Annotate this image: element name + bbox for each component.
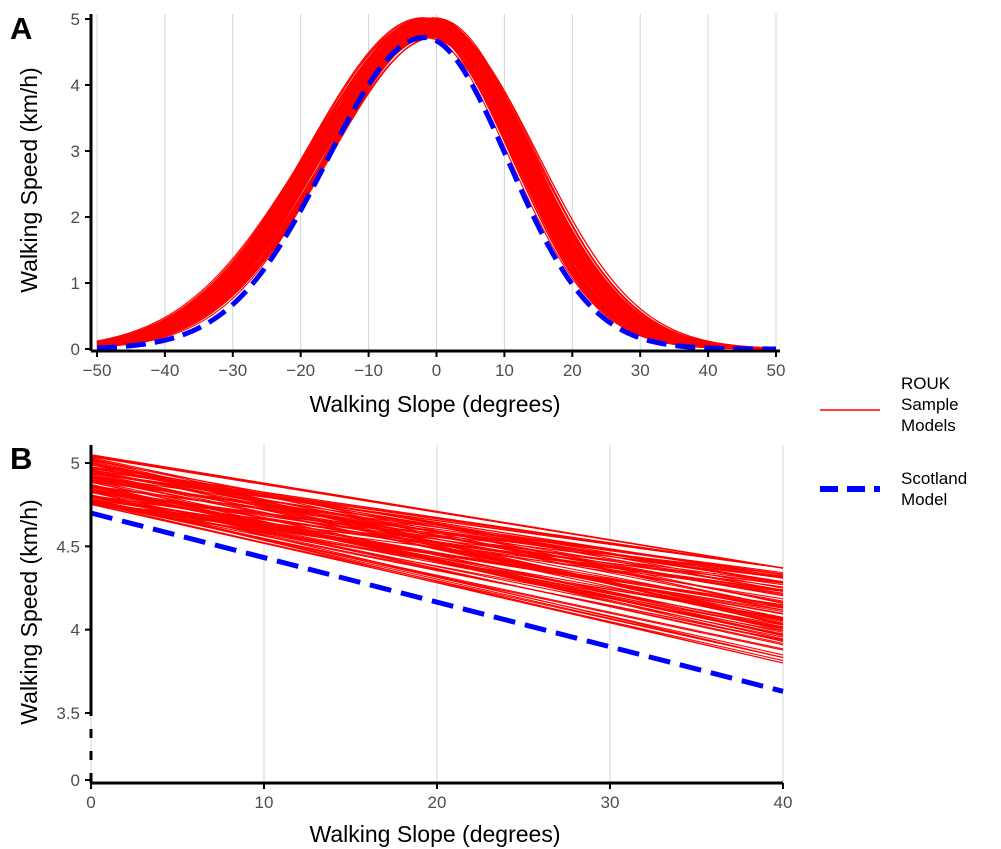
panel-a-y-tick-label: 5 (71, 10, 80, 29)
panel-a: −50 −40 −30 −20 −10 0 10 20 30 40 50 0 1 2 3 4 5 Walking… (10, 10, 785, 417)
panel-b-rouk-sample-line (90, 472, 784, 569)
panel-b: 0 10 20 30 40 0 3.5 4 4.5 5 Walking Slope (degree… (10, 441, 792, 847)
panel-b-rouk-sample-line (90, 495, 784, 613)
panel-b-x-tick-label: 20 (428, 793, 447, 812)
legend: ROUK Sample Models Scotland Model (820, 374, 972, 509)
panel-b-rouk-sample-line (90, 500, 784, 641)
panel-b-x-tick-label: 0 (86, 793, 95, 812)
panel-b-y-tick-label: 4.5 (56, 537, 80, 556)
panel-a-x-tick-label: −40 (150, 361, 179, 380)
panel-b-rouk-sample-line (90, 500, 784, 659)
panel-a-x-tick-label: 30 (631, 361, 650, 380)
panel-a-x-tick-label: −20 (286, 361, 315, 380)
panel-a-rouk-sample-curve (96, 23, 777, 350)
panel-b-rouk-sample-line (90, 454, 784, 569)
panel-a-x-tick-label: −30 (218, 361, 247, 380)
panel-b-rouk-sample-line (90, 468, 784, 623)
panel-a-y-tick-label: 2 (71, 208, 80, 227)
panel-a-y-tick-label: 0 (71, 340, 80, 359)
panel-b-rouk-sample-line (90, 500, 784, 650)
panel-b-rouk-sample-line (90, 489, 784, 586)
panel-a-y-tick-label: 3 (71, 142, 80, 161)
panel-a-x-tick-label: 50 (767, 361, 786, 380)
panel-a-scotland-curve (96, 35, 777, 352)
panel-b-rouk-sample-line (90, 494, 784, 659)
panel-a-rouk-curves (96, 17, 777, 350)
legend-label-rouk-line: Sample (901, 395, 959, 414)
panel-b-rouk-sample-line (90, 469, 784, 576)
panel-a-x-axis-title: Walking Slope (degrees) (310, 391, 561, 417)
legend-label-scotland: Scotland Model (901, 469, 972, 509)
panel-b-rouk-sample-line (90, 479, 784, 575)
panel-a-y-tick-label: 4 (71, 76, 80, 95)
panel-a-rouk-sample-curve (96, 27, 777, 349)
legend-label-rouk-line: ROUK (901, 374, 951, 393)
panel-b-rouk-sample-line (90, 501, 784, 606)
panel-b-y-tick-label: 3.5 (56, 704, 80, 723)
panel-b-x-tick-label: 40 (774, 793, 793, 812)
panel-a-x-tick-label: 10 (495, 361, 514, 380)
panel-b-x-tick-label: 30 (601, 793, 620, 812)
legend-label-rouk-line: Models (901, 416, 956, 435)
panel-b-rouk-sample-line (90, 485, 784, 635)
panel-a-ticks: −50 −40 −30 −20 −10 0 10 20 30 40 50 0 1 2 3 4 5 (71, 10, 786, 380)
panel-a-x-tick-label: 20 (563, 361, 582, 380)
panel-a-x-tick-label: −50 (83, 361, 112, 380)
legend-label-scotland-line: Model (901, 490, 947, 509)
panel-a-x-tick-label: 0 (432, 361, 441, 380)
panel-a-label: A (10, 11, 32, 46)
panel-a-x-tick-label: 40 (699, 361, 718, 380)
legend-label-scotland-line: Scotland (901, 469, 967, 488)
panel-b-scotland-line (90, 510, 784, 694)
panel-b-label: B (10, 441, 32, 476)
panel-b-y-tick-label: 5 (71, 454, 80, 473)
panel-a-y-axis-title: Walking Speed (km/h) (16, 67, 42, 292)
panel-a-gridlines (96, 14, 777, 351)
panel-b-ticks: 0 10 20 30 40 0 3.5 4 4.5 5 (56, 454, 792, 812)
panel-b-rouk-sample-line (90, 491, 784, 588)
panel-b-rouk-sample-line (90, 498, 784, 611)
panel-b-x-axis-title: Walking Slope (degrees) (310, 821, 561, 847)
panel-a-rouk-sample-curve (96, 29, 777, 350)
panel-b-rouk-sample-line (90, 495, 784, 592)
panel-b-rouk-sample-line (90, 492, 784, 575)
panel-a-rouk-sample-curve (96, 25, 777, 349)
panel-b-rouk-lines (90, 454, 784, 664)
panel-a-y-tick-label: 1 (71, 274, 80, 293)
panel-a-x-tick-label: −10 (354, 361, 383, 380)
panel-b-y-tick-label: 4 (71, 621, 80, 640)
panel-a-rouk-sample-curve (96, 36, 777, 350)
panel-b-y-tick-label: 0 (71, 771, 80, 790)
panel-b-rouk-sample-line (90, 494, 784, 644)
panel-b-x-tick-label: 10 (255, 793, 274, 812)
panel-b-y-axis-title: Walking Speed (km/h) (16, 499, 42, 724)
legend-label-rouk: ROUK Sample Models (901, 374, 963, 435)
